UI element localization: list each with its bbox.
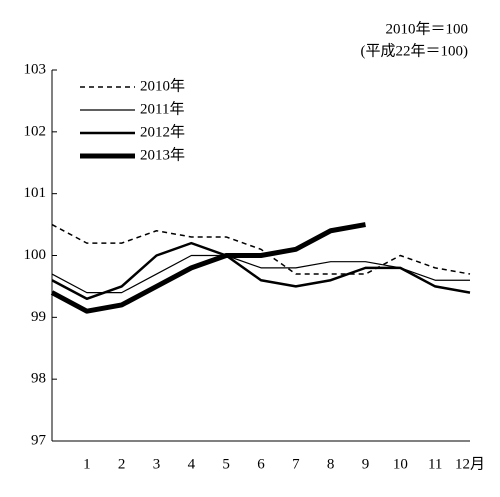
legend-label: 2011年 — [140, 100, 184, 117]
x-tick-label: 2 — [118, 456, 126, 472]
x-tick-label: 6 — [257, 456, 265, 472]
x-tick-label: 3 — [153, 456, 161, 472]
x-tick-label: 1 — [83, 456, 91, 472]
x-tick-label: 9 — [362, 456, 370, 472]
x-tick-label: 8 — [327, 456, 335, 472]
x-tick-label: 5 — [222, 456, 230, 472]
y-tick-label: 103 — [24, 61, 47, 77]
x-tick-label: 12月 — [455, 456, 485, 472]
x-tick-label: 10 — [393, 456, 408, 472]
y-tick-label: 98 — [31, 371, 46, 387]
y-tick-label: 97 — [31, 432, 47, 448]
legend-label: 2013年 — [140, 146, 185, 163]
y-tick-label: 100 — [24, 247, 47, 263]
series-line — [51, 223, 471, 275]
x-tick-label: 4 — [188, 456, 196, 472]
legend-label: 2010年 — [140, 77, 185, 94]
y-tick-label: 101 — [24, 185, 47, 201]
y-tick-label: 99 — [31, 309, 46, 325]
x-tick-label: 7 — [292, 456, 300, 472]
y-tick-label: 102 — [24, 123, 47, 139]
annotation: 2010年＝100 — [385, 20, 468, 37]
x-tick-label: 11 — [428, 456, 442, 472]
legend-label: 2012年 — [140, 123, 185, 140]
annotation: (平成22年＝100) — [361, 42, 469, 59]
series-line — [51, 241, 471, 301]
series-line — [51, 254, 470, 294]
series-line — [50, 222, 366, 314]
